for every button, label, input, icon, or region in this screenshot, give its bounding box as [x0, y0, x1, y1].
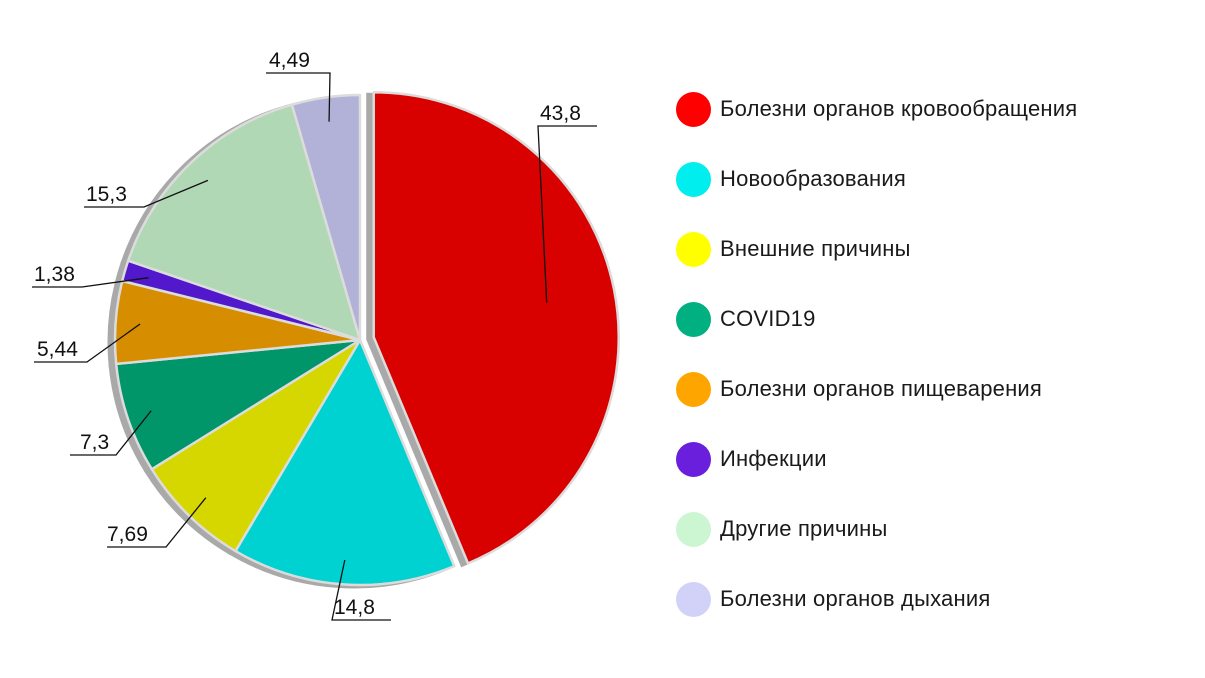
data-label: 14,8 [334, 596, 375, 619]
legend-label: Болезни органов кровообращения [720, 96, 1078, 121]
leader-line [107, 497, 207, 548]
legend-label: Внешние причины [720, 236, 911, 261]
legend-label: Новообразования [720, 166, 906, 191]
legend-item: Другие причины [676, 494, 1196, 564]
data-label: 43,8 [540, 102, 581, 125]
legend-swatch-icon [676, 231, 711, 267]
legend-item: Болезни органов пищеварения [676, 354, 1196, 424]
data-label: 7,69 [107, 523, 148, 546]
leader-line-layer [32, 72, 597, 621]
legend-swatch-icon [676, 581, 711, 617]
data-label: 5,44 [37, 338, 78, 361]
pie-slice [234, 338, 456, 587]
pie-slice [126, 103, 362, 342]
leader-line [266, 72, 331, 122]
legend-swatch-icon [676, 301, 711, 337]
legend-item: Болезни органов дыхания [676, 564, 1196, 634]
legend-label: Другие причины [720, 516, 888, 541]
pie-slice [372, 91, 620, 565]
data-label: 4,49 [269, 49, 310, 72]
legend-item: Внешние причины [676, 214, 1196, 284]
pie-slice [150, 338, 362, 553]
pie-slice [114, 338, 362, 471]
data-label: 15,3 [86, 183, 127, 206]
leader-line [70, 410, 152, 456]
slice-layer [113, 91, 620, 587]
legend-swatch-icon [676, 441, 711, 477]
leader-line [331, 559, 391, 621]
pie-slice [290, 93, 362, 342]
legend-swatch-icon [676, 511, 711, 547]
leader-line [537, 125, 597, 303]
legend-label: Инфекции [720, 446, 827, 471]
leader-line [84, 179, 209, 208]
leader-line [34, 323, 141, 363]
data-label: 7,3 [80, 431, 109, 454]
legend-item: Инфекции [676, 424, 1196, 494]
legend-label: Болезни органов дыхания [720, 586, 991, 611]
legend-swatch-icon [676, 161, 711, 197]
legend-swatch-icon [676, 371, 711, 407]
legend-item: Болезни органов кровообращения [676, 74, 1196, 144]
legend-swatch-icon [676, 91, 711, 127]
legend: Болезни органов кровообращения Новообраз… [676, 74, 1196, 634]
legend-item: COVID19 [676, 284, 1196, 354]
data-label: 1,38 [34, 263, 75, 286]
leader-line [32, 277, 149, 288]
legend-label: COVID19 [720, 306, 816, 331]
legend-item: Новообразования [676, 144, 1196, 214]
legend-label: Болезни органов пищеварения [720, 376, 1043, 401]
data-label-layer: 43,8 14,8 7,69 7,3 5,44 1,38 15,3 4,49 [34, 49, 581, 619]
